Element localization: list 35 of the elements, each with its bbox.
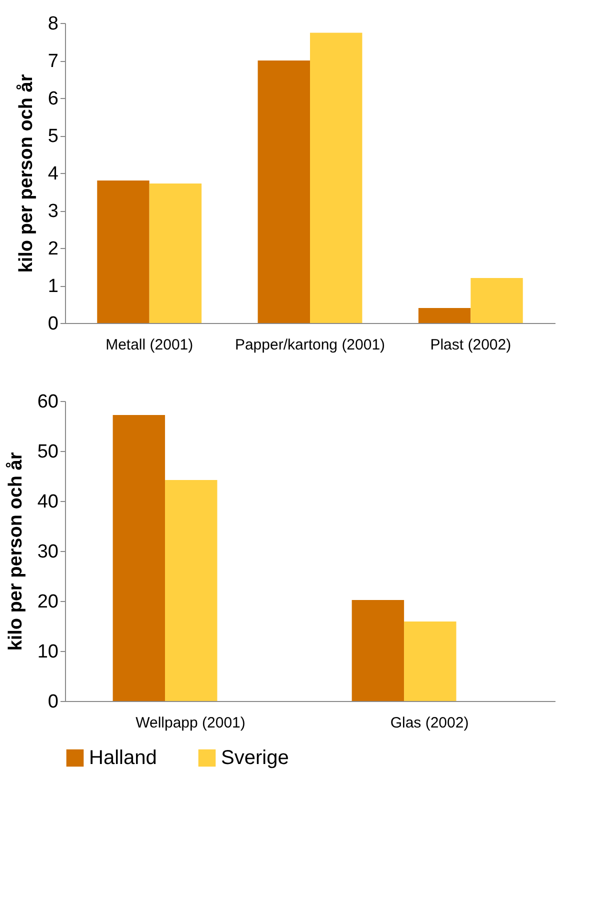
y-tick-label: 3: [48, 201, 58, 222]
y-tick-label: 40: [37, 492, 58, 512]
bar: [404, 622, 456, 701]
legend-label: Halland: [89, 747, 157, 769]
y-tick-label: 0: [48, 692, 58, 712]
y-tick-label: 2: [48, 238, 58, 260]
bar: [165, 480, 218, 701]
y-tick-label: 6: [48, 88, 58, 110]
bar: [418, 308, 471, 323]
y-tick-label: 20: [37, 592, 58, 612]
y-axis-title: kilo per person och år: [16, 74, 37, 273]
bar: [352, 600, 404, 701]
y-tick-label: 5: [48, 126, 58, 147]
x-tick-label: Glas (2002): [390, 714, 469, 732]
y-tick-label: 7: [48, 51, 58, 72]
y-tick-label: 1: [48, 276, 58, 297]
bar: [149, 184, 202, 323]
y-tick-label: 50: [37, 442, 58, 462]
bar: [112, 415, 166, 701]
bar: [97, 180, 150, 323]
bar: [470, 278, 523, 323]
x-tick-label: Papper/kartong (2001): [234, 336, 386, 354]
bar: [258, 60, 310, 323]
x-tick-label: Plast (2002): [430, 336, 512, 354]
y-tick-label: 10: [37, 642, 58, 662]
y-tick-label: 0: [48, 314, 58, 334]
y-tick-label: 30: [37, 542, 58, 562]
legend-label: Sverige: [221, 747, 289, 769]
x-tick-label: Metall (2001): [106, 336, 194, 354]
y-tick-label: 8: [48, 14, 58, 34]
x-tick-label: Wellpapp (2001): [136, 714, 246, 732]
bar: [310, 32, 362, 323]
y-tick-label: 60: [37, 392, 58, 412]
y-tick-label: 4: [48, 164, 59, 184]
y-axis-title: kilo per person och år: [5, 452, 26, 651]
